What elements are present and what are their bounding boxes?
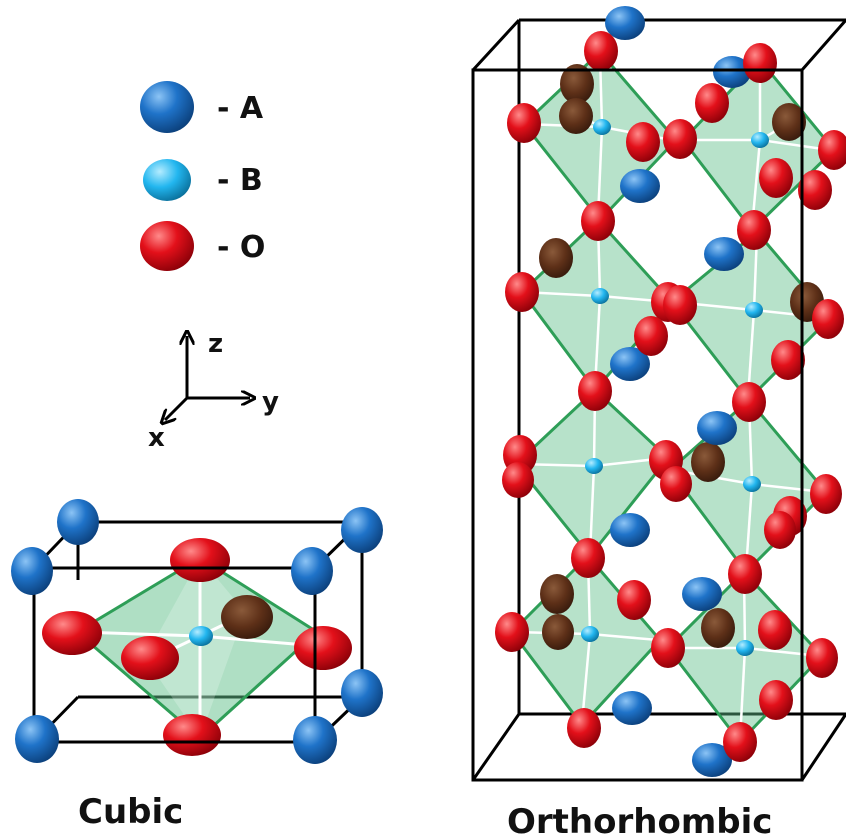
ortho-a-cations xyxy=(605,6,751,777)
x-axis-arrow xyxy=(165,396,189,420)
legend-label-o: - O xyxy=(217,230,265,265)
ortho-oxygens xyxy=(495,31,846,762)
atom-a-icon xyxy=(140,81,194,133)
cubic-oxygen-front xyxy=(121,636,179,680)
ortho-b-cations xyxy=(581,119,769,656)
ortho-oxygens-back xyxy=(539,64,824,650)
z-axis-label: z xyxy=(208,329,223,359)
orthorhombic-structure xyxy=(471,6,846,782)
x-axis-label: x xyxy=(148,423,165,453)
cubic-oxygen-bottom xyxy=(163,714,221,756)
legend-label-a: - A xyxy=(217,91,264,126)
legend-item-a: - A xyxy=(140,81,264,133)
cubic-cell-front xyxy=(32,566,317,744)
axes-indicator xyxy=(165,336,250,420)
atom-o-icon xyxy=(140,221,194,271)
legend: - A - B - O xyxy=(140,81,265,271)
cubic-oxygen-left xyxy=(42,611,102,655)
cubic-oxygen-back xyxy=(221,595,273,639)
y-axis-label: y xyxy=(262,387,279,417)
ortho-cell-front xyxy=(471,68,804,782)
legend-item-b: - B xyxy=(143,159,263,201)
cubic-oxygen-right xyxy=(294,626,352,670)
cubic-a-cations xyxy=(11,499,383,764)
cubic-structure xyxy=(11,499,383,764)
atom-b-icon xyxy=(143,159,191,201)
legend-label-b: - B xyxy=(217,163,263,198)
legend-item-o: - O xyxy=(140,221,265,271)
cubic-octahedron xyxy=(74,556,320,741)
cubic-caption: Cubic xyxy=(78,792,183,832)
orthorhombic-caption: Orthorhombic xyxy=(507,802,772,838)
cubic-b-cation xyxy=(189,626,213,646)
cubic-oxygen-top xyxy=(170,538,230,582)
